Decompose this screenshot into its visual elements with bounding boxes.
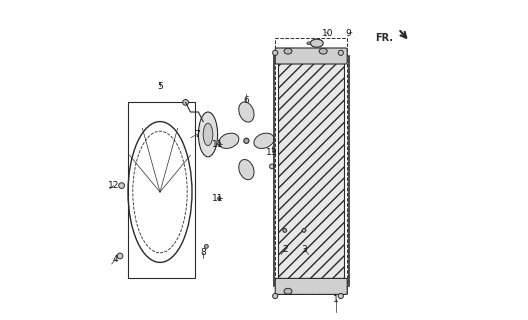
Circle shape: [338, 293, 343, 299]
Text: 5: 5: [157, 82, 163, 91]
Ellipse shape: [319, 48, 327, 54]
Ellipse shape: [284, 48, 292, 54]
Ellipse shape: [199, 112, 218, 157]
FancyBboxPatch shape: [275, 48, 347, 64]
Ellipse shape: [183, 100, 188, 105]
Ellipse shape: [283, 228, 287, 232]
Ellipse shape: [219, 133, 239, 148]
Ellipse shape: [270, 164, 275, 169]
Text: 2: 2: [282, 245, 288, 254]
Ellipse shape: [244, 138, 249, 143]
Text: 6: 6: [243, 96, 249, 105]
Bar: [278, 59, 344, 283]
Text: 1: 1: [333, 295, 339, 304]
FancyBboxPatch shape: [275, 278, 347, 294]
Ellipse shape: [310, 39, 323, 47]
Ellipse shape: [218, 197, 221, 200]
Text: 13: 13: [266, 148, 278, 156]
Ellipse shape: [302, 228, 306, 232]
Text: 12: 12: [108, 181, 119, 190]
Ellipse shape: [239, 160, 254, 180]
Ellipse shape: [239, 102, 254, 122]
Ellipse shape: [254, 133, 274, 148]
Ellipse shape: [284, 288, 292, 294]
Text: 4: 4: [112, 255, 118, 264]
Circle shape: [338, 50, 343, 55]
Circle shape: [272, 50, 278, 55]
Text: 9: 9: [345, 29, 351, 38]
Ellipse shape: [117, 253, 123, 259]
Ellipse shape: [204, 244, 209, 248]
Ellipse shape: [218, 142, 221, 146]
Ellipse shape: [307, 42, 310, 44]
Text: 11: 11: [212, 140, 223, 148]
Ellipse shape: [119, 183, 125, 188]
Text: 11: 11: [212, 194, 223, 203]
Text: 7: 7: [194, 130, 200, 139]
Text: FR.: FR.: [375, 33, 393, 44]
Text: 8: 8: [200, 248, 206, 257]
Circle shape: [272, 293, 278, 299]
Text: 3: 3: [301, 245, 307, 254]
Text: 10: 10: [322, 29, 334, 38]
Ellipse shape: [203, 123, 213, 146]
